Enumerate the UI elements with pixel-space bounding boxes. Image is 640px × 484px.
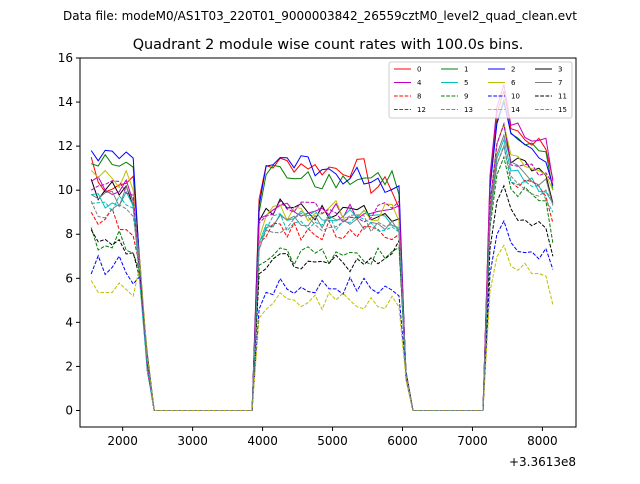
y-tick-label: 10: [58, 183, 73, 197]
legend-label-11: 11: [558, 93, 567, 101]
suptitle: Data file: modeM0/AS1T03_220T01_90000038…: [63, 9, 577, 23]
legend-label-4: 4: [417, 79, 422, 87]
legend-label-6: 6: [511, 79, 516, 87]
legend-label-8: 8: [417, 93, 421, 101]
legend-label-9: 9: [464, 93, 468, 101]
legend-label-12: 12: [417, 106, 426, 114]
legend-label-0: 0: [417, 66, 421, 74]
y-tick-label: 6: [65, 271, 73, 285]
chart-title: Quadrant 2 module wise count rates with …: [133, 37, 524, 53]
legend-label-5: 5: [464, 79, 468, 87]
plot-frame: [79, 57, 577, 428]
x-axis: 2000 3000 4000 5000 6000 7000 8000: [107, 427, 558, 448]
legend-label-1: 1: [464, 66, 468, 74]
legend-label-13: 13: [464, 106, 473, 114]
x-tick-label: 7000: [457, 434, 488, 448]
y-tick-label: 14: [58, 95, 73, 109]
x-tick-label: 5000: [317, 434, 348, 448]
legend-label-14: 14: [511, 106, 520, 114]
legend-label-10: 10: [511, 93, 520, 101]
series-line-15: [90, 144, 554, 411]
y-tick-label: 16: [58, 51, 73, 65]
y-tick-label: 4: [65, 315, 73, 329]
x-tick-label: 3000: [177, 434, 208, 448]
legend-label-15: 15: [558, 106, 567, 114]
x-tick-label: 2000: [107, 434, 138, 448]
legend-label-2: 2: [511, 66, 515, 74]
y-tick-label: 8: [65, 227, 73, 241]
x-tick-label: 4000: [247, 434, 278, 448]
y-tick-label: 0: [65, 403, 73, 417]
legend-label-7: 7: [558, 79, 562, 87]
y-tick-label: 12: [58, 139, 73, 153]
x-offset-label: +3.3613e8: [509, 455, 576, 469]
x-tick-label: 6000: [387, 434, 418, 448]
x-tick-label: 8000: [527, 434, 558, 448]
series-line-9: [90, 155, 554, 411]
legend-label-3: 3: [558, 66, 562, 74]
legend-box: [388, 61, 573, 119]
y-tick-label: 2: [65, 359, 73, 373]
y-axis: 0 2 4 6 8 10 12 14 16: [58, 51, 80, 417]
